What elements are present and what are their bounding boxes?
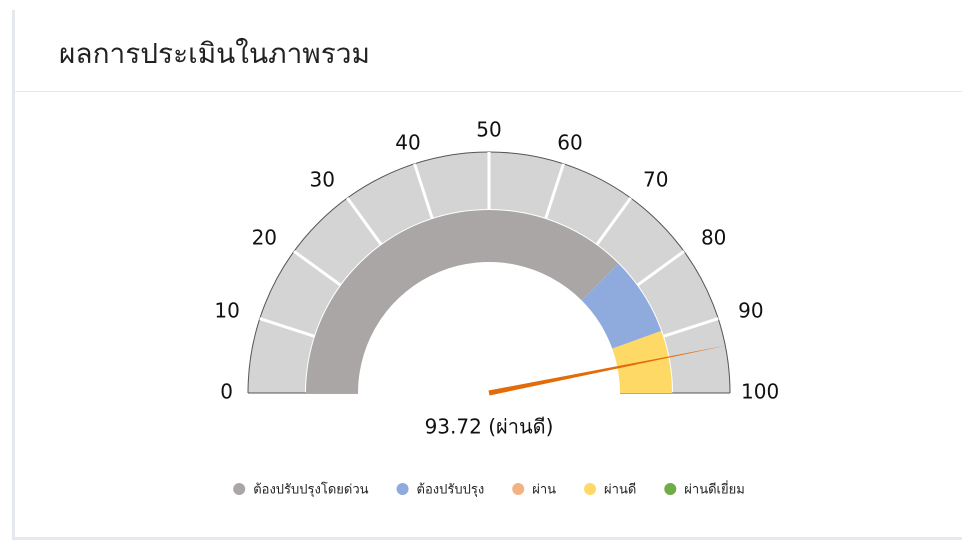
tick-label: 60 [557,130,582,154]
tick-label: 30 [310,168,335,192]
gauge-needle [488,345,728,396]
legend-label: ผ่านดีเยี่ยม [684,481,745,498]
legend-label: ต้องปรับปรุง [417,483,485,498]
gauge-scale [248,152,730,393]
gauge-band [581,263,662,349]
legend-label: ผ่านดี [604,482,636,498]
legend-marker [584,483,597,495]
card-header: ผลการประเมินในภาพรวม [15,10,962,92]
tick-label: 0 [220,380,233,404]
legend-marker [396,483,409,495]
card: ผลการประเมินในภาพรวม [12,10,962,540]
legend-marker [233,483,246,495]
tick-label: 90 [738,299,763,323]
tick-label: 40 [395,130,420,154]
tick-label: 100 [741,380,779,404]
tick-label: 80 [701,226,726,250]
tick-label: 50 [476,118,501,142]
gauge-band [306,210,619,393]
tick-label: 10 [214,299,239,323]
legend-marker [664,483,677,495]
tick-label: 70 [643,168,668,192]
tick-label: 20 [252,226,277,250]
legend-label: ต้องปรับปรุงโดยด่วน [253,482,368,498]
legend-label: ผ่าน [532,483,556,498]
gauge-value-label: 93.72 (ผ่านดี) [425,415,554,439]
card-title: ผลการประเมินในภาพรวม [59,37,370,70]
legend-marker [512,483,525,495]
